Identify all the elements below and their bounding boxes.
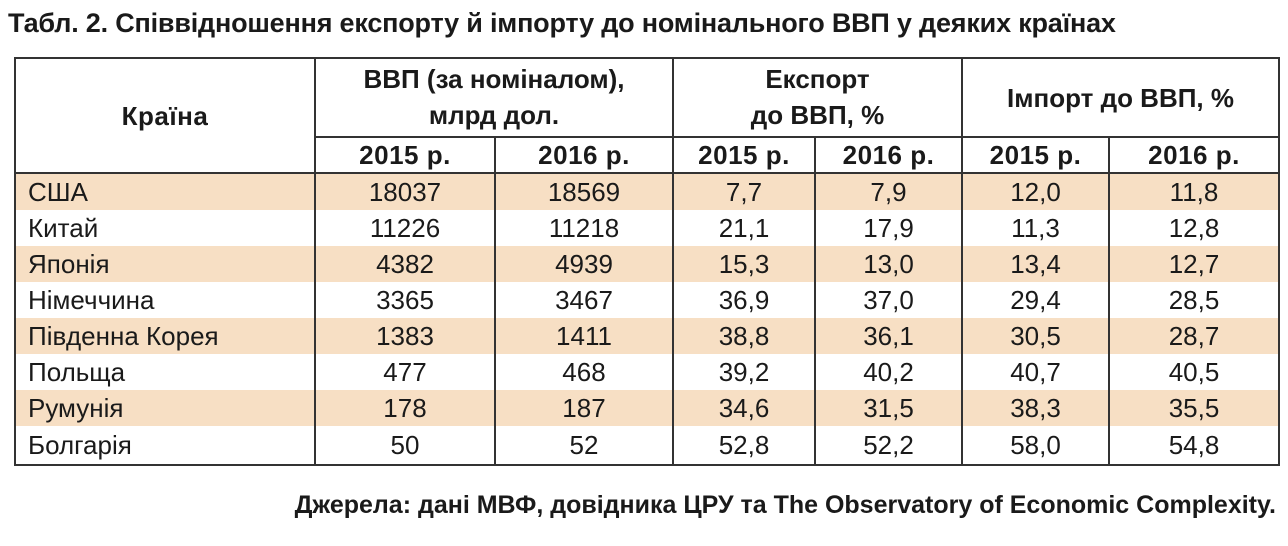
table-row: Німеччина 3365 3467 36,9 37,0 29,4 28,5	[14, 282, 1281, 318]
header-gdp: ВВП (за номіналом), млрд дол.	[314, 57, 674, 138]
cell-country: Японія	[14, 246, 316, 282]
cell-gdp-2016: 1411	[494, 318, 674, 354]
cell-gdp-2015: 3365	[314, 282, 496, 318]
cell-export-2016: 17,9	[813, 210, 964, 246]
cell-gdp-2015: 4382	[314, 246, 496, 282]
cell-export-2015: 21,1	[672, 210, 816, 246]
header-gdp-line2: млрд дол.	[428, 99, 560, 130]
table-header: Країна ВВП (за номіналом), млрд дол. Екс…	[14, 57, 1281, 174]
table-row: Польща 477 468 39,2 40,2 40,7 40,5	[14, 354, 1281, 390]
header-export-line1: Експорт	[765, 64, 870, 95]
cell-import-2015: 29,4	[961, 282, 1111, 318]
cell-export-2016: 52,2	[813, 426, 964, 466]
cell-export-2016: 37,0	[813, 282, 964, 318]
cell-country: Німеччина	[14, 282, 316, 318]
cell-gdp-2016: 18569	[494, 173, 674, 210]
table-row: Болгарія 50 52 52,8 52,2 58,0 54,8	[14, 426, 1281, 466]
table-title: Табл. 2. Співвідношення експорту й імпор…	[8, 8, 1116, 38]
cell-country: Південна Корея	[14, 318, 316, 354]
cell-gdp-2015: 477	[314, 354, 496, 390]
cell-country: Болгарія	[14, 426, 316, 466]
cell-export-2015: 36,9	[672, 282, 816, 318]
cell-gdp-2015: 50	[314, 426, 496, 466]
header-export: Експорт до ВВП, %	[671, 57, 964, 138]
source-note: Джерела: дані МВФ, довідника ЦРУ та The …	[294, 491, 1276, 519]
header-gdp-line1: ВВП (за номіналом),	[363, 64, 625, 95]
cell-gdp-2016: 11218	[494, 210, 674, 246]
cell-gdp-2015: 18037	[314, 173, 496, 210]
cell-export-2015: 34,6	[672, 390, 816, 426]
cell-export-2015: 38,8	[672, 318, 816, 354]
header-year-gdp-2016: 2016 р.	[494, 136, 674, 174]
cell-import-2015: 38,3	[961, 390, 1111, 426]
cell-import-2016: 12,7	[1108, 246, 1281, 282]
cell-import-2016: 11,8	[1108, 173, 1281, 210]
header-year-import-2015: 2015 р.	[961, 136, 1111, 174]
cell-import-2016: 28,5	[1108, 282, 1281, 318]
cell-gdp-2015: 1383	[314, 318, 496, 354]
cell-export-2016: 7,9	[813, 173, 964, 210]
cell-export-2016: 36,1	[813, 318, 964, 354]
cell-gdp-2016: 187	[494, 390, 674, 426]
table-body: США 18037 18569 7,7 7,9 12,0 11,8 Китай …	[14, 173, 1281, 466]
cell-import-2015: 13,4	[961, 246, 1111, 282]
table-row: Румунія 178 187 34,6 31,5 38,3 35,5	[14, 390, 1281, 426]
cell-export-2015: 52,8	[672, 426, 816, 466]
header-year-export-2015: 2015 р.	[672, 136, 816, 174]
cell-gdp-2016: 3467	[494, 282, 674, 318]
table-row: США 18037 18569 7,7 7,9 12,0 11,8	[14, 173, 1281, 210]
header-import: Імпорт до ВВП, %	[961, 57, 1281, 138]
cell-export-2016: 40,2	[813, 354, 964, 390]
cell-import-2015: 40,7	[961, 354, 1111, 390]
header-year-gdp-2015: 2015 р.	[314, 136, 496, 174]
cell-import-2015: 30,5	[961, 318, 1111, 354]
table-row: Японія 4382 4939 15,3 13,0 13,4 12,7	[14, 246, 1281, 282]
header-export-line2: до ВВП, %	[750, 99, 885, 130]
cell-export-2016: 13,0	[813, 246, 964, 282]
cell-import-2015: 11,3	[961, 210, 1111, 246]
table-row: Південна Корея 1383 1411 38,8 36,1 30,5 …	[14, 318, 1281, 354]
cell-gdp-2015: 178	[314, 390, 496, 426]
cell-import-2016: 40,5	[1108, 354, 1281, 390]
data-table: Країна ВВП (за номіналом), млрд дол. Екс…	[14, 57, 1281, 466]
header-year-export-2016: 2016 р.	[813, 136, 964, 174]
cell-import-2016: 12,8	[1108, 210, 1281, 246]
table-row: Китай 11226 11218 21,1 17,9 11,3 12,8	[14, 210, 1281, 246]
cell-import-2016: 35,5	[1108, 390, 1281, 426]
cell-gdp-2016: 4939	[494, 246, 674, 282]
header-row-years: 2015 р. 2016 р. 2015 р. 2016 р. 2015 р. …	[15, 136, 1281, 174]
cell-import-2016: 28,7	[1108, 318, 1281, 354]
cell-country: Польща	[14, 354, 316, 390]
cell-export-2015: 15,3	[672, 246, 816, 282]
cell-export-2016: 31,5	[813, 390, 964, 426]
header-year-import-2016: 2016 р.	[1108, 136, 1281, 174]
cell-export-2015: 39,2	[672, 354, 816, 390]
cell-gdp-2015: 11226	[314, 210, 496, 246]
cell-gdp-2016: 52	[494, 426, 674, 466]
cell-export-2015: 7,7	[672, 173, 816, 210]
cell-import-2016: 54,8	[1108, 426, 1281, 466]
cell-country: Китай	[14, 210, 316, 246]
cell-import-2015: 58,0	[961, 426, 1111, 466]
cell-country: Румунія	[14, 390, 316, 426]
header-row-groups: Країна ВВП (за номіналом), млрд дол. Екс…	[14, 57, 1281, 174]
cell-gdp-2016: 468	[494, 354, 674, 390]
cell-import-2015: 12,0	[961, 173, 1111, 210]
header-country: Країна	[14, 57, 316, 174]
cell-country: США	[14, 173, 316, 210]
